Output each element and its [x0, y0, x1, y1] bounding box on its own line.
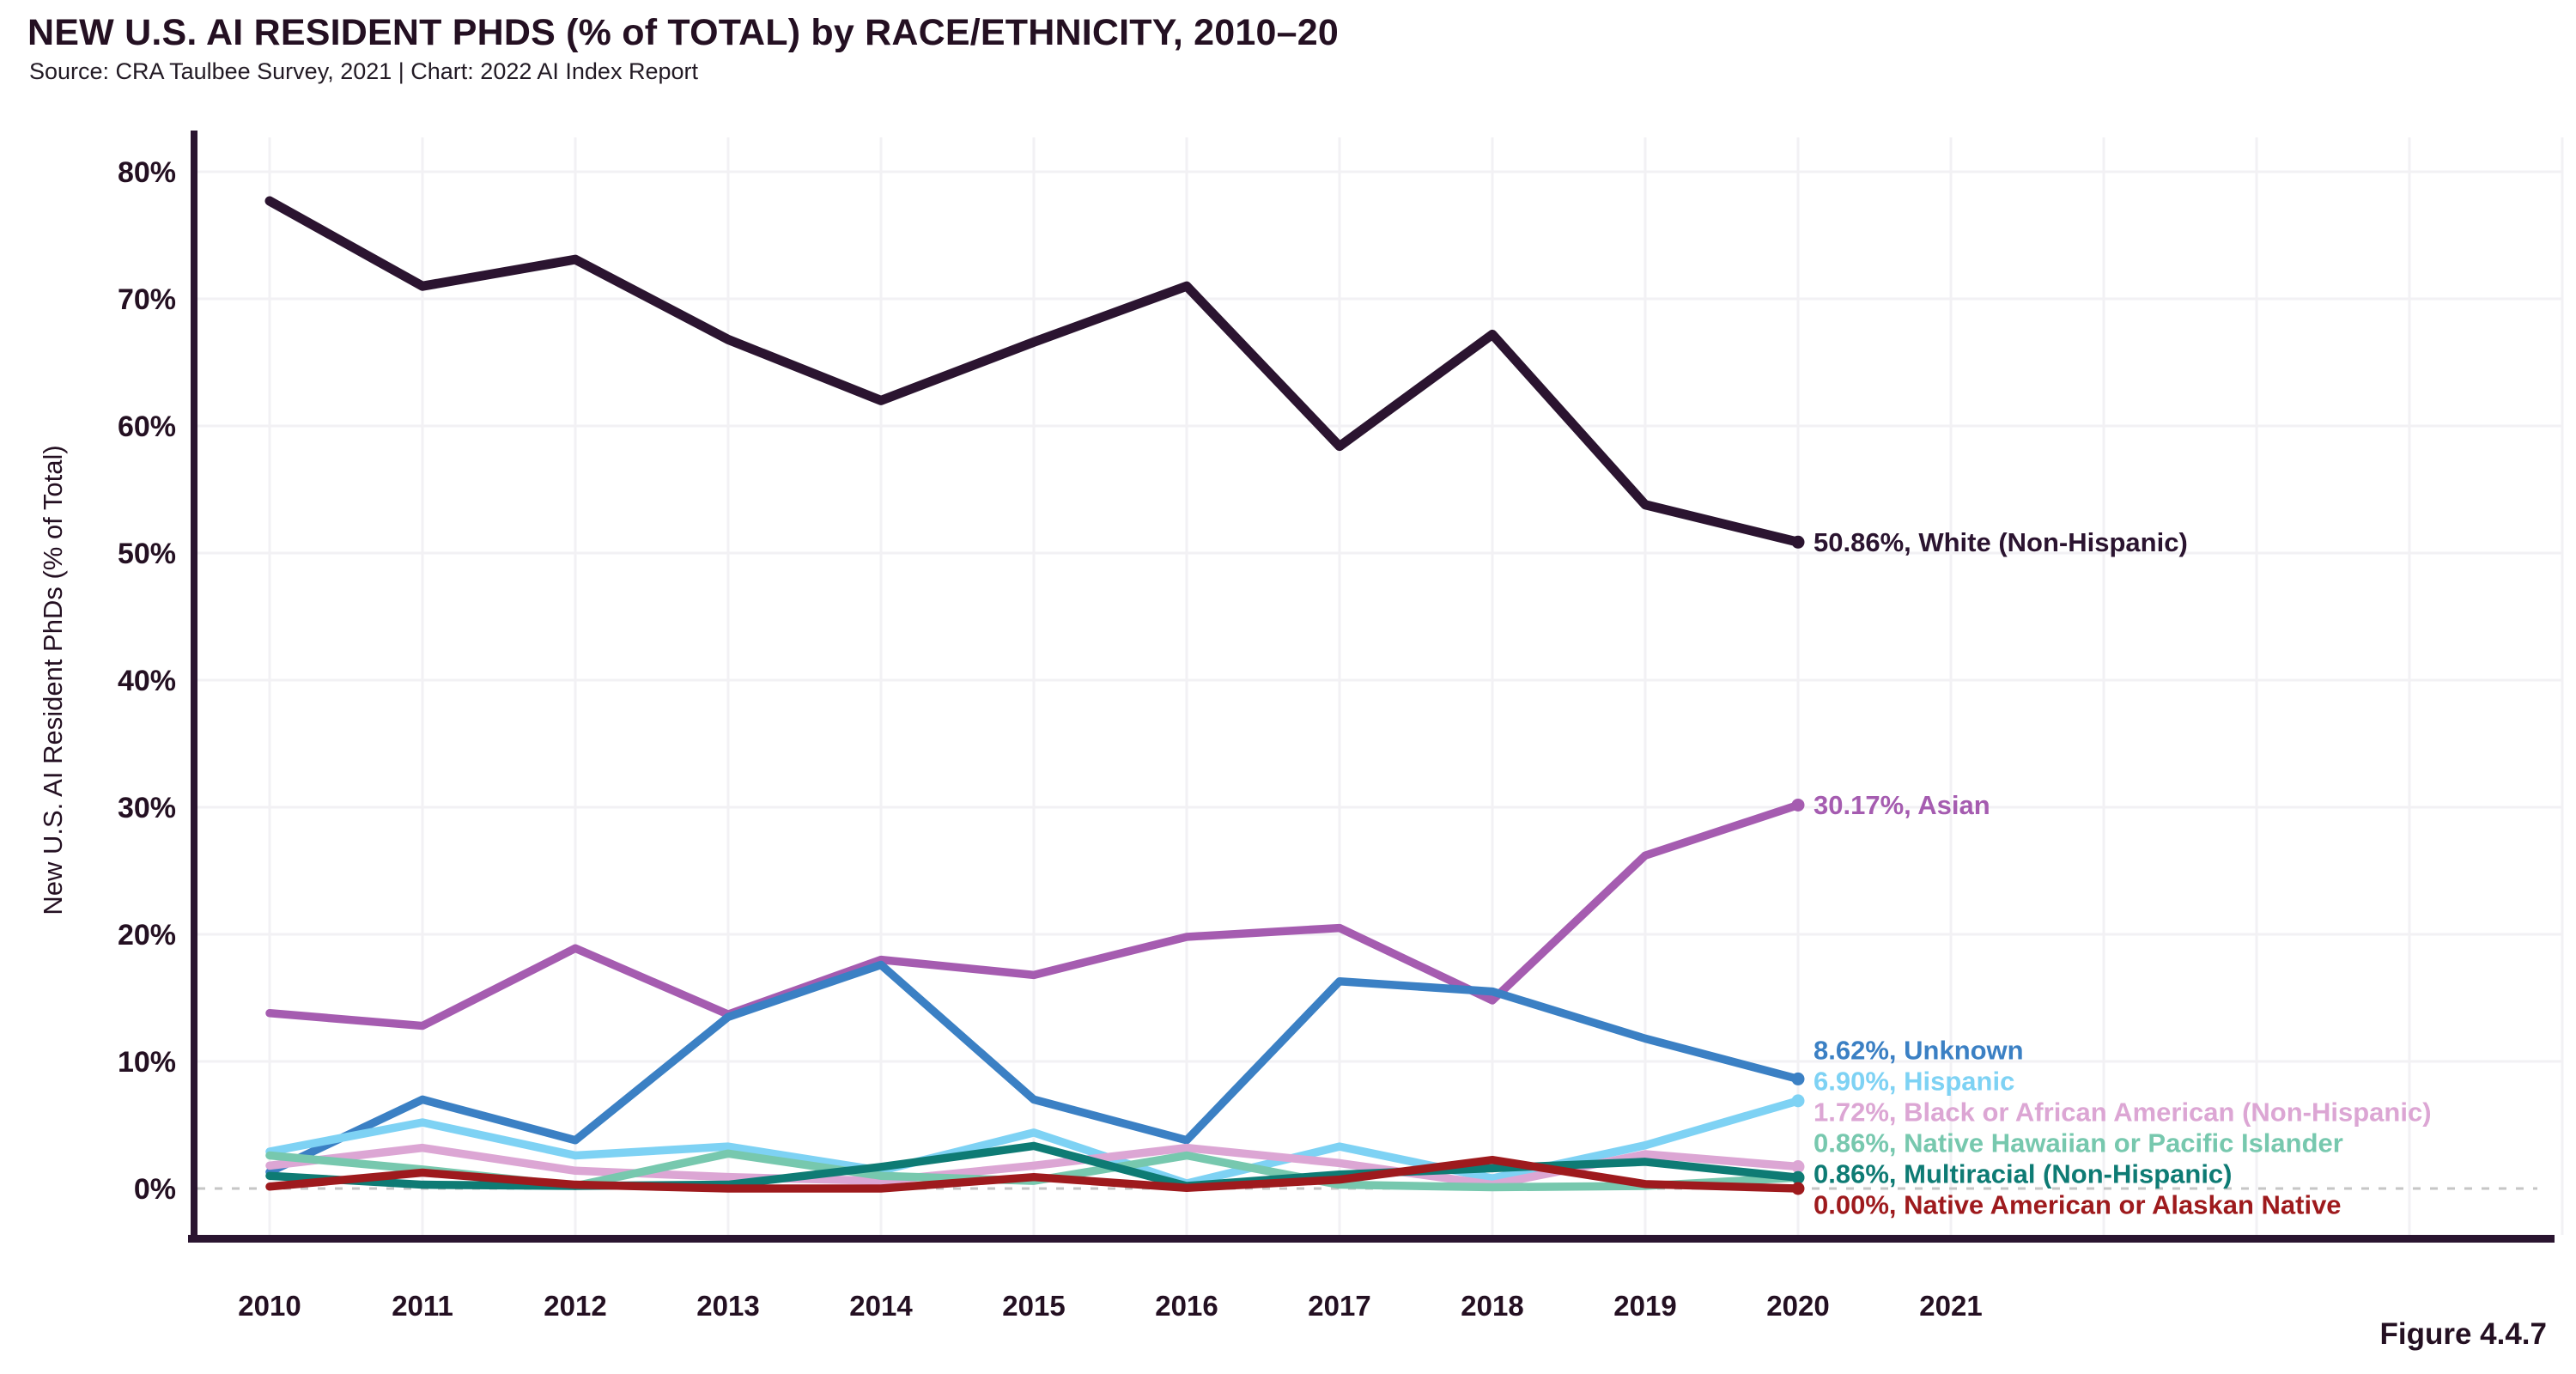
x-tick-label: 2014 — [849, 1290, 913, 1322]
y-tick-label: 70% — [118, 283, 176, 316]
series-line-7 — [265, 1155, 1802, 1193]
series-end-dot-4 — [1791, 1160, 1805, 1174]
x-axis-line — [188, 1235, 2555, 1243]
x-tick-label: 2012 — [544, 1290, 606, 1322]
y-tick-label: 0% — [134, 1173, 176, 1206]
series-end-dot-0 — [1791, 535, 1805, 549]
y-tick-label: 80% — [118, 156, 176, 189]
series-end-dot-6 — [1791, 1170, 1805, 1184]
series-end-label-2: 8.62%, Unknown — [1814, 1036, 2024, 1066]
series-end-label-1: 30.17%, Asian — [1814, 790, 1990, 820]
x-tick-label: 2011 — [392, 1290, 453, 1322]
series-end-label-4: 1.72%, Black or African American (Non-Hi… — [1814, 1097, 2432, 1128]
x-tick-label: 2010 — [238, 1290, 301, 1322]
y-tick-label: 20% — [118, 919, 176, 951]
x-tick-label: 2017 — [1308, 1290, 1370, 1322]
series-line-4 — [265, 1143, 1802, 1189]
series-end-label-6: 0.86%, Multiracial (Non-Hispanic) — [1814, 1159, 2233, 1189]
series-end-label-3: 6.90%, Hispanic — [1814, 1067, 2014, 1097]
series-end-label-5: 0.86%, Native Hawaiian or Pacific Island… — [1814, 1128, 2343, 1158]
chart-title: NEW U.S. AI RESIDENT PHDS (% of TOTAL) b… — [27, 12, 1339, 53]
series-end-label-7: 0.00%, Native American or Alaskan Native — [1814, 1190, 2342, 1220]
x-tick-label: 2020 — [1766, 1290, 1829, 1322]
series-end-dot-7 — [1791, 1182, 1805, 1195]
y-axis-title: New U.S. AI Resident PhDs (% of Total) — [38, 445, 68, 915]
x-tick-label: 2021 — [1919, 1290, 1982, 1322]
y-tick-label: 10% — [118, 1046, 176, 1079]
series-end-dot-1 — [1791, 798, 1805, 812]
series-line-1 — [265, 800, 1802, 1030]
x-tick-label: 2019 — [1613, 1290, 1676, 1322]
y-tick-label: 60% — [118, 410, 176, 443]
y-tick-label: 50% — [118, 538, 176, 570]
figure-number: Figure 4.4.7 — [2379, 1317, 2547, 1351]
x-tick-label: 2015 — [1002, 1290, 1065, 1322]
series-end-label-0: 50.86%, White (Non-Hispanic) — [1814, 527, 2188, 557]
series-end-dot-3 — [1791, 1094, 1805, 1108]
series-line-0 — [264, 196, 1803, 547]
series-line-2 — [265, 960, 1802, 1176]
y-tick-label: 40% — [118, 665, 176, 697]
series-end-dot-2 — [1791, 1072, 1805, 1085]
x-tick-label: 2013 — [696, 1290, 759, 1322]
chart-source: Source: CRA Taulbee Survey, 2021 | Chart… — [29, 58, 698, 84]
x-tick-label: 2016 — [1155, 1290, 1218, 1322]
y-axis-line — [191, 131, 197, 1243]
y-tick-label: 30% — [118, 792, 176, 824]
x-tick-label: 2018 — [1461, 1290, 1523, 1322]
